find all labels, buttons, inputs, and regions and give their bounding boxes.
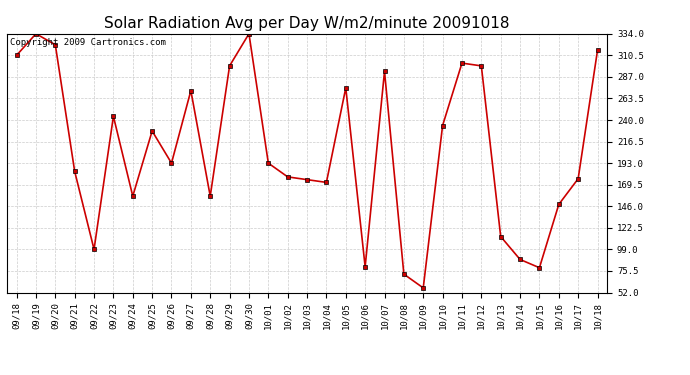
Text: Copyright 2009 Cartronics.com: Copyright 2009 Cartronics.com [10,38,166,46]
Title: Solar Radiation Avg per Day W/m2/minute 20091018: Solar Radiation Avg per Day W/m2/minute … [104,16,510,31]
